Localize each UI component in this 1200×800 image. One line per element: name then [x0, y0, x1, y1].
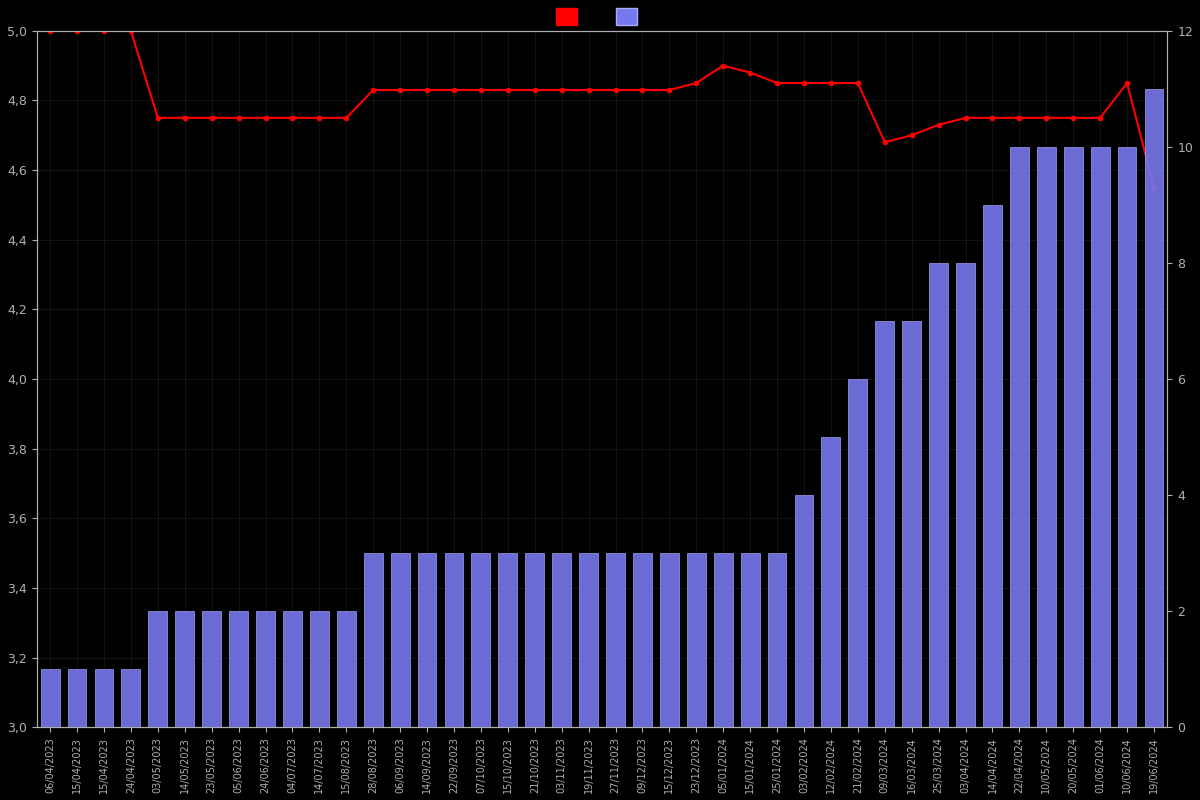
Bar — [552, 554, 571, 727]
Bar — [498, 554, 517, 727]
Bar — [1145, 89, 1164, 727]
Bar — [660, 554, 679, 727]
Bar — [256, 611, 275, 727]
Bar — [121, 670, 140, 727]
Bar — [580, 554, 598, 727]
Bar — [686, 554, 706, 727]
Bar — [848, 379, 868, 727]
Bar — [41, 670, 60, 727]
Bar — [1091, 147, 1110, 727]
Legend: , : , — [551, 3, 654, 31]
Bar — [229, 611, 248, 727]
Bar — [283, 611, 302, 727]
Bar — [902, 321, 922, 727]
Bar — [822, 437, 840, 727]
Bar — [175, 611, 194, 727]
Bar — [1064, 147, 1082, 727]
Bar — [794, 495, 814, 727]
Bar — [310, 611, 329, 727]
Bar — [1010, 147, 1028, 727]
Bar — [472, 554, 491, 727]
Bar — [606, 554, 625, 727]
Bar — [95, 670, 113, 727]
Bar — [418, 554, 437, 727]
Bar — [203, 611, 221, 727]
Bar — [526, 554, 544, 727]
Bar — [740, 554, 760, 727]
Bar — [1037, 147, 1056, 727]
Bar — [444, 554, 463, 727]
Bar — [929, 263, 948, 727]
Bar — [391, 554, 409, 727]
Bar — [364, 554, 383, 727]
Bar — [1117, 147, 1136, 727]
Bar — [768, 554, 786, 727]
Bar — [875, 321, 894, 727]
Bar — [956, 263, 974, 727]
Bar — [67, 670, 86, 727]
Bar — [149, 611, 167, 727]
Bar — [714, 554, 733, 727]
Bar — [983, 205, 1002, 727]
Bar — [337, 611, 355, 727]
Bar — [634, 554, 652, 727]
